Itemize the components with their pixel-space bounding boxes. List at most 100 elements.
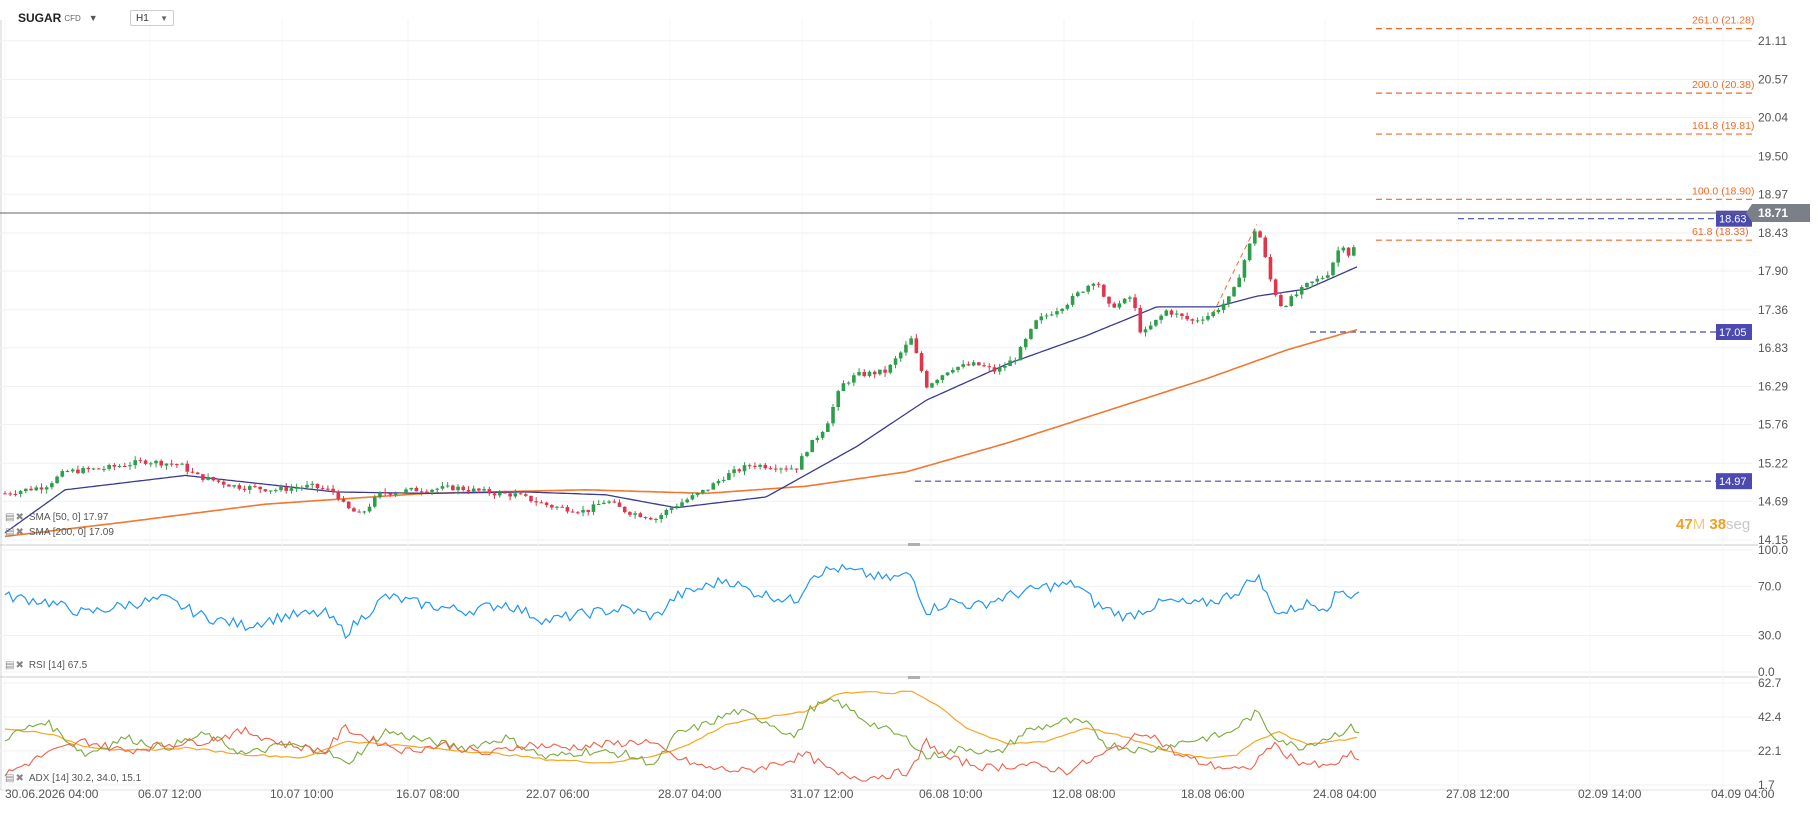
candle-body (1200, 319, 1205, 321)
candle-body (404, 489, 408, 493)
candle-body (117, 465, 122, 467)
candle-body (242, 488, 247, 490)
candle-body (253, 486, 257, 488)
candle-body (539, 502, 544, 504)
candle-body (466, 490, 471, 492)
candle-body (945, 372, 950, 376)
candle-body (471, 488, 476, 492)
price-axis-label: 18.97 (1758, 187, 1788, 201)
candle-body (586, 509, 591, 512)
symbol-selector[interactable]: SUGAR CFD ▼ (18, 8, 98, 28)
candle-body (1034, 320, 1038, 329)
candle-body (701, 489, 705, 493)
settings-close-icon[interactable]: ▤✖ (5, 773, 25, 784)
sma200-line (4, 328, 1358, 538)
candle-body (60, 471, 65, 477)
settings-close-icon[interactable]: ▤✖ (5, 660, 25, 671)
candle-body (1341, 247, 1346, 251)
time-axis-label: 30.06.2026 04:00 (5, 787, 99, 801)
candle-body (1190, 319, 1195, 321)
candle-body (1336, 250, 1340, 263)
candle-body (789, 468, 794, 470)
candle-body (544, 502, 549, 506)
candle-body (430, 489, 434, 492)
candle-body (55, 476, 59, 484)
candle-body (872, 371, 877, 375)
candle-body (633, 513, 637, 515)
candle-body (591, 504, 596, 512)
candle-body (643, 517, 648, 519)
fib-label: 161.8 (19.81) (1692, 120, 1754, 132)
settings-close-icon[interactable]: ▤✖ (5, 527, 25, 538)
candle-body (154, 460, 158, 464)
candle-body (237, 485, 242, 489)
candle-body (1138, 308, 1143, 333)
fib-label: 261.0 (21.28) (1692, 15, 1754, 27)
minus-di-line (4, 723, 1360, 782)
candle-body (357, 511, 361, 513)
candle-body (1294, 294, 1299, 297)
candle-body (815, 437, 820, 440)
candle-body (487, 489, 492, 494)
time-axis-label: 24.08 04:00 (1313, 787, 1377, 801)
price-axis-label: 14.15 (1758, 533, 1788, 547)
candle-body (794, 468, 799, 470)
candle-body (206, 476, 210, 480)
candle-body (1227, 296, 1231, 304)
candle-body (648, 518, 653, 520)
settings-close-icon[interactable]: ▤✖ (5, 512, 25, 523)
adx-axis-label: 62.7 (1758, 676, 1782, 690)
candle-body (1112, 303, 1117, 308)
candle-body (232, 485, 236, 487)
candle-body (1273, 279, 1278, 296)
candle-body (18, 491, 23, 494)
candle-body (966, 364, 971, 366)
legend-sma200[interactable]: ▤✖ SMA [200, 0] 17.09 (5, 527, 114, 538)
time-axis-label: 12.08 08:00 (1052, 787, 1116, 801)
candle-body (1320, 277, 1325, 279)
candle-body (112, 464, 117, 467)
legend-sma50[interactable]: ▤✖ SMA [50, 0] 17.97 (5, 512, 108, 523)
price-axis-label: 15.76 (1758, 418, 1788, 432)
candle-body (638, 513, 643, 518)
candle-body (742, 465, 747, 472)
candle-body (1070, 295, 1075, 305)
candle-body (1049, 314, 1054, 316)
current-price-tag (1746, 203, 1810, 222)
candle-body (216, 480, 221, 482)
candle-body (1247, 243, 1252, 261)
candle-body (680, 502, 684, 507)
legend-rsi[interactable]: ▤✖ RSI [14] 67.5 (5, 660, 87, 671)
candle-body (576, 512, 580, 514)
time-axis-label: 02.09 14:00 (1578, 787, 1642, 801)
adx-line (4, 690, 1358, 764)
price-axis-label: 14.69 (1758, 494, 1788, 508)
candle-body (1023, 338, 1028, 348)
candle-body (1107, 296, 1111, 304)
chevron-down-icon[interactable]: ▼ (160, 13, 168, 23)
candle-body (169, 463, 174, 465)
candle-body (799, 456, 804, 470)
candle-body (961, 364, 966, 367)
candle-body (971, 362, 976, 366)
candle-body (477, 488, 481, 491)
level-tag (1716, 473, 1752, 490)
chevron-down-icon[interactable]: ▼ (88, 13, 98, 23)
candle-body (924, 371, 929, 388)
candle-body (1003, 366, 1007, 368)
candle-body (898, 352, 903, 359)
legend-adx[interactable]: ▤✖ ADX [14] 30.2, 34.0, 15.1 (5, 773, 141, 784)
candle-body (378, 492, 382, 498)
candle-countdown: 47M 38seg (1676, 516, 1750, 533)
candle-body (1174, 313, 1179, 315)
candle-body (523, 494, 528, 496)
candle-body (409, 487, 414, 490)
candle-body (451, 485, 455, 491)
candle-body (888, 364, 893, 373)
timeframe-selector[interactable]: H1 ▼ (130, 10, 174, 26)
candle-body (1133, 297, 1137, 309)
candle-body (1310, 281, 1314, 283)
candle-body (737, 469, 742, 472)
